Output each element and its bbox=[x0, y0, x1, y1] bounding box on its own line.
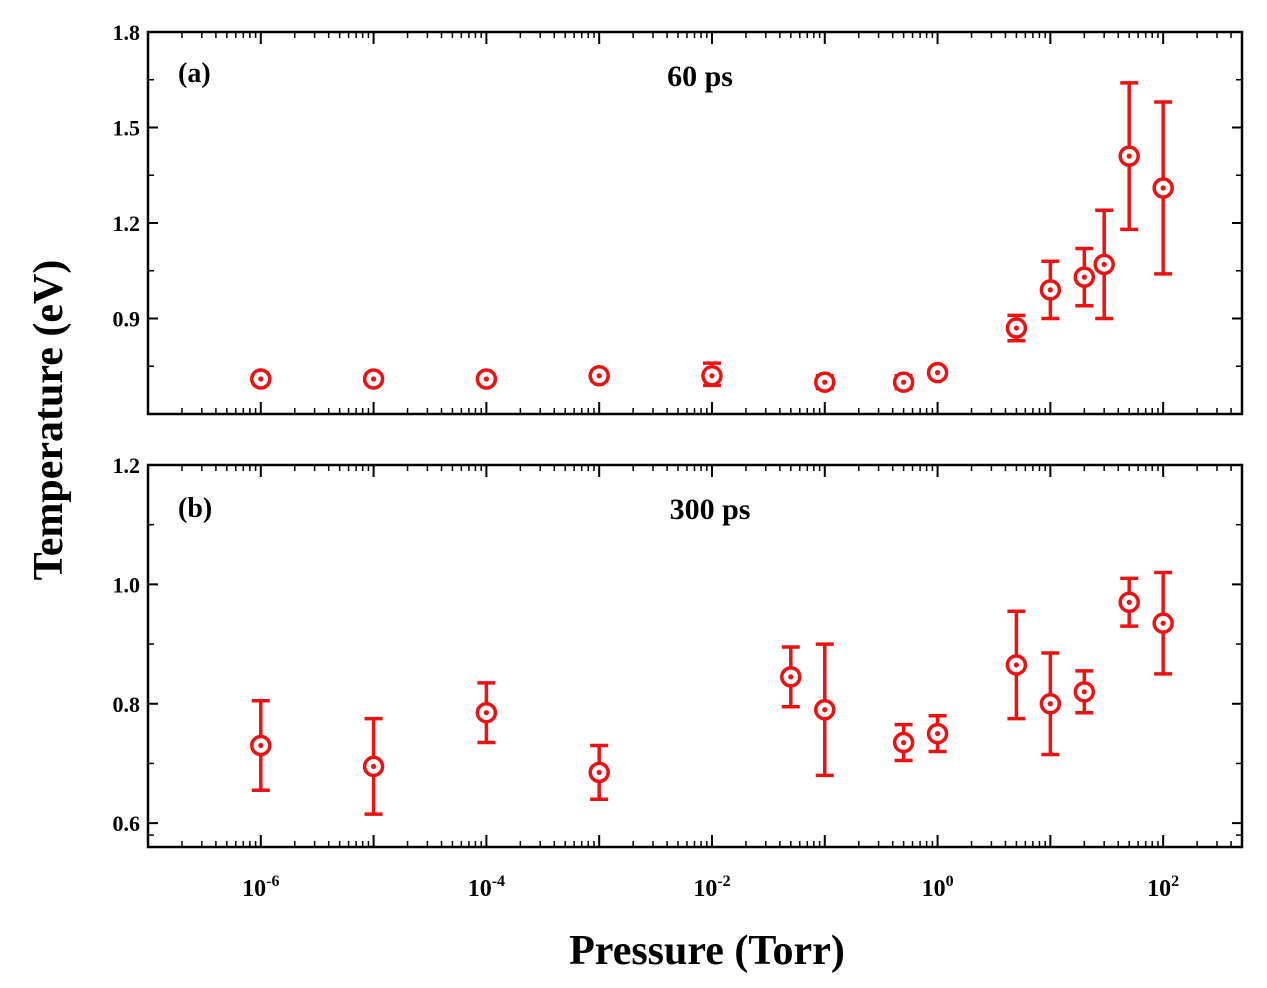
marker-center bbox=[1013, 325, 1020, 331]
marker-center bbox=[258, 376, 264, 382]
panel-b-label: (b) bbox=[178, 493, 212, 524]
data-point bbox=[250, 368, 272, 390]
x-tick-label: 10-6 bbox=[242, 873, 279, 902]
x-axis-title: Pressure (Torr) bbox=[569, 928, 845, 974]
data-point bbox=[701, 361, 723, 388]
marker-center bbox=[258, 742, 264, 749]
data-point bbox=[814, 371, 836, 393]
data-point bbox=[1039, 651, 1062, 757]
data-point bbox=[814, 642, 836, 778]
y-tick-label: 1.2 bbox=[113, 453, 141, 478]
panel-b-title: 300 ps bbox=[670, 493, 751, 526]
y-tick-label: 0.9 bbox=[113, 307, 141, 332]
data-point bbox=[1005, 609, 1028, 721]
data-point bbox=[1118, 576, 1140, 628]
marker-center bbox=[596, 769, 602, 775]
data-point bbox=[780, 645, 802, 709]
data-point bbox=[588, 365, 610, 387]
marker-center bbox=[1047, 287, 1053, 293]
data-point bbox=[362, 368, 385, 390]
marker-center bbox=[370, 376, 377, 382]
y-tick-label: 0.8 bbox=[113, 692, 141, 717]
y-tick-label: 1.5 bbox=[113, 116, 141, 141]
data-point bbox=[475, 681, 498, 745]
data-point bbox=[892, 371, 915, 393]
y-tick-label: 1.2 bbox=[113, 211, 141, 236]
marker-center bbox=[1160, 620, 1166, 626]
marker-center bbox=[483, 710, 489, 716]
marker-center bbox=[822, 379, 828, 385]
marker-center bbox=[934, 730, 941, 737]
marker-center bbox=[1013, 662, 1020, 668]
x-tick-label: 102 bbox=[1147, 873, 1179, 902]
marker-center bbox=[788, 674, 794, 680]
x-tick-label: 10-4 bbox=[468, 873, 505, 902]
data-point bbox=[588, 743, 610, 801]
marker-center bbox=[483, 376, 489, 382]
marker-center bbox=[596, 373, 602, 379]
data-point bbox=[1093, 208, 1115, 321]
data-point bbox=[1152, 100, 1174, 276]
marker-center bbox=[709, 373, 715, 379]
ticks-layer: 0.9 1.2 1.5 1.8 0.6 0.8 1.0 1.2 10-6 10-4 10-2 100 1… bbox=[113, 20, 1243, 902]
panel-a-label: (a) bbox=[178, 58, 211, 89]
marker-center bbox=[1126, 153, 1132, 159]
data-point bbox=[1118, 81, 1140, 232]
marker-center bbox=[370, 763, 377, 770]
data-point bbox=[1073, 246, 1096, 308]
data-point bbox=[1073, 669, 1096, 715]
data-point bbox=[926, 361, 949, 384]
marker-center bbox=[1081, 689, 1087, 695]
data-point bbox=[926, 713, 949, 754]
marker-center bbox=[822, 707, 828, 713]
data-point bbox=[1152, 570, 1174, 676]
marks-layer bbox=[250, 81, 1174, 816]
y-tick-label: 0.6 bbox=[113, 811, 141, 836]
marker-center bbox=[1126, 599, 1132, 605]
y-tick-label: 1.8 bbox=[113, 20, 141, 45]
data-point bbox=[362, 716, 385, 816]
marker-center bbox=[901, 739, 907, 746]
panel-a-title: 60 ps bbox=[667, 60, 733, 93]
data-point bbox=[1005, 313, 1028, 343]
data-point bbox=[250, 699, 272, 793]
y-axis-title: Temperature (eV) bbox=[26, 260, 72, 581]
marker-center bbox=[1101, 261, 1107, 267]
x-tick-label: 100 bbox=[922, 873, 954, 902]
marker-center bbox=[934, 370, 941, 376]
data-point bbox=[892, 722, 915, 763]
y-tick-label: 1.0 bbox=[113, 572, 141, 597]
x-tick-label: 10-2 bbox=[693, 873, 730, 902]
data-point bbox=[1039, 259, 1062, 321]
data-point bbox=[475, 368, 498, 390]
marker-center bbox=[1160, 185, 1166, 191]
marker-center bbox=[1047, 701, 1053, 707]
marker-center bbox=[1081, 274, 1087, 280]
marker-center bbox=[901, 379, 907, 385]
